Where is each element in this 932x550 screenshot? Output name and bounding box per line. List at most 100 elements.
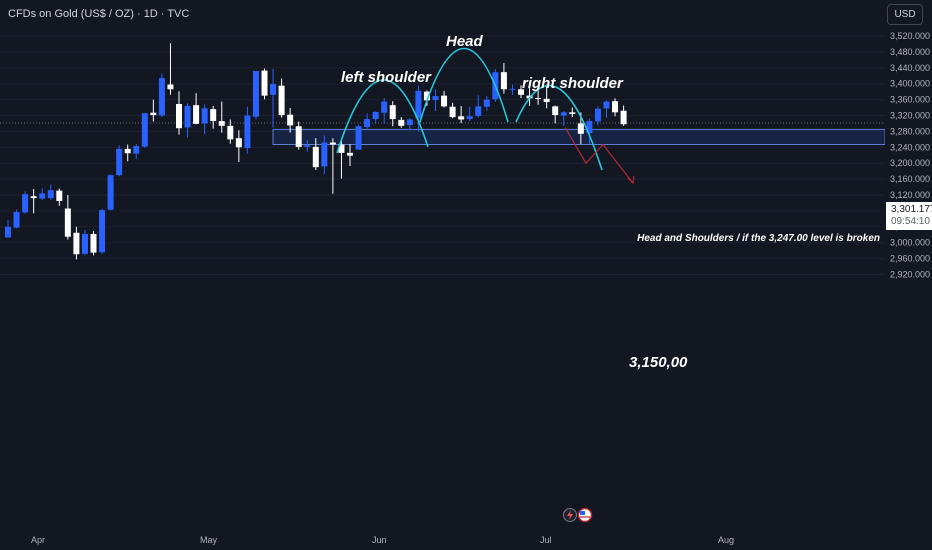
candle-body: [261, 70, 268, 96]
projection-arrowhead: [627, 175, 635, 185]
candle-body: [406, 119, 413, 126]
candle-body: [312, 146, 319, 168]
candles: [5, 43, 627, 260]
candle-body: [39, 193, 46, 199]
y-tick-label: 3,440.000: [890, 63, 930, 73]
candle-body: [398, 119, 405, 126]
y-tick-label: 3,200.000: [890, 158, 930, 168]
candle-body: [389, 105, 396, 120]
candle-body: [252, 70, 259, 117]
right-shoulder-arc[interactable]: [515, 84, 603, 171]
candle-body: [620, 110, 627, 125]
candle-body: [73, 232, 80, 255]
x-label-apr: Apr: [31, 535, 45, 545]
bar-countdown: 09:54:10: [891, 216, 930, 227]
y-tick-label: 3,280.000: [890, 126, 930, 136]
y-tick-label: 3,240.000: [890, 142, 930, 152]
x-label-aug: Aug: [718, 535, 734, 545]
candle-body: [304, 145, 311, 147]
candle-body: [577, 123, 584, 134]
event-icons[interactable]: [563, 507, 593, 523]
head-label: Head: [446, 33, 484, 50]
candle-body: [475, 106, 482, 116]
candle-body: [500, 72, 507, 90]
symbol-title[interactable]: CFDs on Gold (US$ / OZ) · 1D · TVC: [8, 8, 190, 20]
candle-body: [13, 212, 20, 228]
candle-body: [364, 119, 371, 128]
y-tick-label: 3,120.000: [890, 190, 930, 200]
candle-body: [449, 106, 456, 118]
candle-body: [569, 112, 576, 114]
target-label: 3,150,00: [629, 354, 688, 371]
candle-body: [543, 98, 550, 102]
x-label-jun: Jun: [372, 535, 387, 545]
pattern-drawings[interactable]: [336, 47, 635, 185]
y-ticks: 2,920.0002,960.0003,000.0003,040.0003,08…: [890, 31, 930, 280]
candle-body: [64, 208, 71, 237]
candle-body: [176, 103, 182, 129]
candle-body: [441, 95, 448, 107]
y-tick-label: 3,160.000: [890, 174, 930, 184]
candle-body: [329, 142, 336, 145]
candle-body: [193, 105, 200, 124]
candle-body: [150, 112, 157, 116]
y-tick-label: 2,960.000: [890, 254, 930, 264]
y-tick-label: 3,480.000: [890, 47, 930, 57]
y-tick-label: 3,000.000: [890, 238, 930, 248]
left-shoulder-arc[interactable]: [336, 79, 429, 154]
candle-body: [210, 109, 217, 122]
y-tick-label: 3,520.000: [890, 31, 930, 41]
projection-path[interactable]: [564, 127, 634, 184]
candle-body: [295, 126, 302, 147]
candle-body: [321, 142, 328, 167]
candle-body: [235, 138, 242, 148]
candle-body: [99, 210, 106, 253]
candle-body: [167, 84, 174, 90]
candle-body: [347, 152, 353, 156]
candle-body: [158, 78, 165, 116]
y-tick-label: 2,920.000: [890, 270, 930, 280]
candle-body: [124, 148, 131, 154]
candle-body: [466, 116, 473, 120]
candle-body: [423, 91, 430, 101]
candle-body: [270, 84, 277, 95]
candle-body: [278, 85, 285, 116]
candle-body: [560, 112, 567, 116]
candle-body: [116, 148, 123, 176]
candle-body: [201, 108, 208, 124]
candle-body: [535, 98, 542, 100]
lightning-glyph-icon: [567, 510, 573, 520]
candle-body: [227, 125, 234, 140]
current-price-value: 3,301.177: [891, 204, 932, 215]
candle-body: [338, 144, 345, 153]
candle-body: [81, 233, 88, 254]
candle-body: [612, 101, 619, 113]
y-tick-label: 3,360.000: [890, 95, 930, 105]
candle-body: [56, 190, 63, 201]
candle-body: [133, 146, 140, 154]
y-tick-label: 3,400.000: [890, 79, 930, 89]
price-chart[interactable]: left shoulder Head right shoulder Head a…: [0, 0, 885, 550]
candle-body: [458, 116, 465, 120]
candle-body: [355, 126, 362, 150]
chart-area[interactable]: left shoulder Head right shoulder Head a…: [0, 0, 885, 550]
candle-body: [141, 113, 148, 147]
x-label-may: May: [200, 535, 218, 545]
candle-body: [552, 106, 559, 116]
candle-body: [594, 108, 601, 122]
current-price-tag: 3,301.177 09:54:10: [886, 202, 932, 230]
y-tick-label: 3,320.000: [890, 111, 930, 121]
head-arc[interactable]: [419, 47, 509, 123]
candle-body: [5, 226, 11, 238]
candle-body: [184, 105, 191, 128]
candle-body: [90, 233, 97, 253]
zone-label: Head and Shoulders / if the 3,247.00 lev…: [637, 233, 880, 244]
price-axis[interactable]: 2,920.0002,960.0003,000.0003,040.0003,08…: [885, 0, 932, 550]
flag-canton-icon: [580, 511, 585, 515]
candle-body: [586, 121, 593, 133]
candle-body: [483, 99, 490, 107]
candle-body: [372, 111, 379, 120]
candle-body: [107, 175, 114, 210]
currency-button[interactable]: USD: [887, 4, 923, 25]
x-axis: Apr May Jun Jul Aug: [31, 535, 734, 545]
